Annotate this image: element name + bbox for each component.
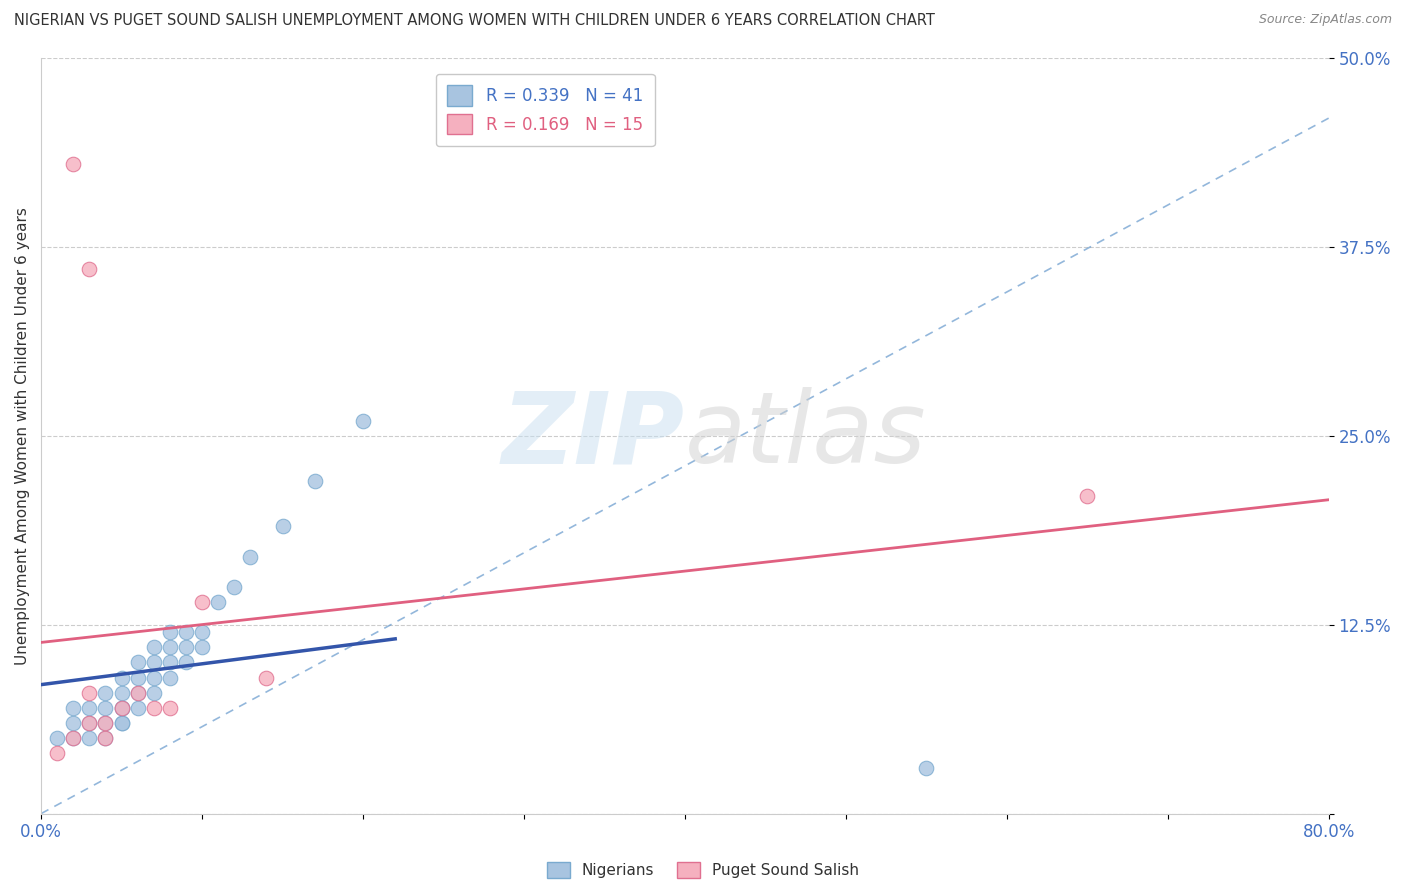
Point (142, 686, 165, 700)
Point (352, 413, 374, 427)
Point (127, 686, 149, 700)
Point (110, 715, 132, 730)
Point (174, 640, 197, 655)
Point (207, 595, 229, 609)
Point (174, 625, 197, 640)
Point (224, 580, 246, 594)
Point (191, 625, 214, 640)
Point (62, 731, 84, 745)
Point (174, 656, 197, 670)
Point (159, 625, 181, 640)
Point (46, 746, 69, 760)
Point (142, 700, 165, 714)
Point (62, 715, 84, 730)
Point (94, 731, 117, 745)
Point (110, 700, 132, 714)
Point (110, 671, 132, 685)
Point (62, 156, 84, 170)
Point (79, 715, 101, 730)
Point (304, 474, 326, 488)
Point (94, 731, 117, 745)
Point (62, 700, 84, 714)
Point (62, 731, 84, 745)
Point (110, 686, 132, 700)
Legend: R = 0.339   N = 41, R = 0.169   N = 15: R = 0.339 N = 41, R = 0.169 N = 15 (436, 73, 655, 146)
Point (94, 686, 117, 700)
Point (915, 761, 938, 775)
Point (110, 700, 132, 714)
Point (191, 640, 214, 655)
Point (79, 686, 101, 700)
Point (127, 686, 149, 700)
Legend: Nigerians, Puget Sound Salish: Nigerians, Puget Sound Salish (540, 856, 866, 884)
Point (239, 549, 262, 564)
Point (159, 671, 181, 685)
Point (79, 731, 101, 745)
Text: atlas: atlas (685, 387, 927, 484)
Point (79, 262, 101, 277)
Point (127, 656, 149, 670)
Point (46, 731, 69, 745)
Point (127, 671, 149, 685)
Point (79, 700, 101, 714)
Point (1076, 489, 1098, 503)
Text: ZIP: ZIP (502, 387, 685, 484)
Point (271, 519, 294, 533)
Point (142, 656, 165, 670)
Point (159, 640, 181, 655)
Point (110, 700, 132, 714)
Point (254, 671, 277, 685)
Y-axis label: Unemployment Among Women with Children Under 6 years: Unemployment Among Women with Children U… (15, 207, 30, 665)
Point (94, 715, 117, 730)
Text: NIGERIAN VS PUGET SOUND SALISH UNEMPLOYMENT AMONG WOMEN WITH CHILDREN UNDER 6 YE: NIGERIAN VS PUGET SOUND SALISH UNEMPLOYM… (14, 13, 935, 29)
Point (159, 656, 181, 670)
Point (142, 671, 165, 685)
Point (79, 715, 101, 730)
Point (110, 715, 132, 730)
Point (94, 700, 117, 714)
Text: Source: ZipAtlas.com: Source: ZipAtlas.com (1258, 13, 1392, 27)
Point (127, 700, 149, 714)
Point (94, 715, 117, 730)
Point (159, 700, 181, 714)
Point (142, 640, 165, 655)
Point (191, 595, 214, 609)
